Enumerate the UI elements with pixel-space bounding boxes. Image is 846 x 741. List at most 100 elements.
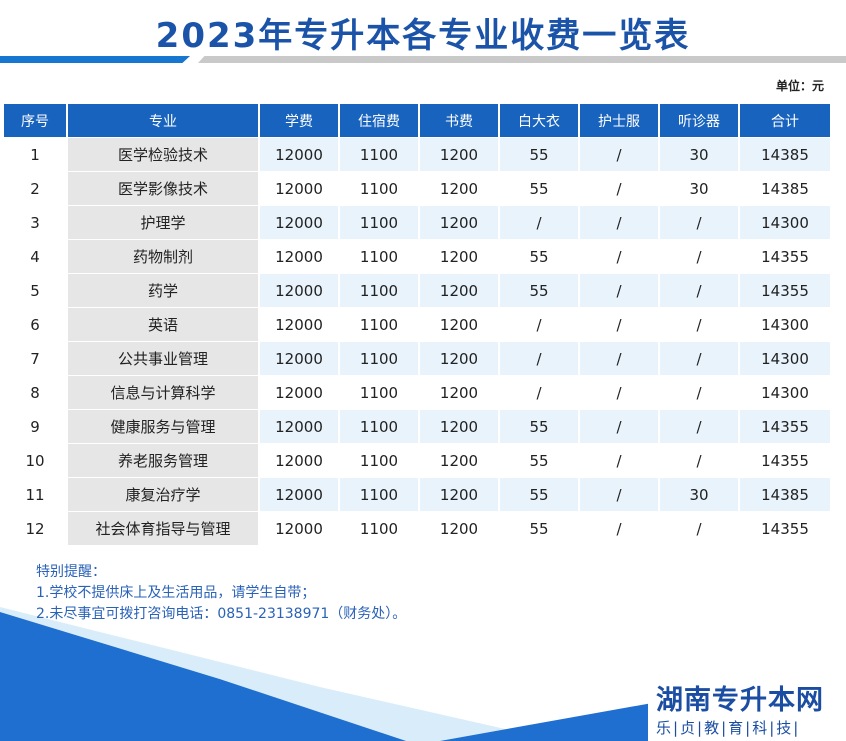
notes-heading: 特别提醒： (36, 564, 106, 580)
cell-stethoscope: / (660, 308, 738, 341)
cell-seq: 7 (4, 342, 66, 375)
cell-nurse-uniform: / (580, 308, 658, 341)
brand-logo: 湖南专升本网 乐|贞|教|育|科|技| (648, 676, 846, 741)
table-row: 6 英语 12000 1100 1200///14300 (4, 308, 830, 341)
table-row: 12 社会体育指导与管理 12000 1100 1200 55//14355 (4, 512, 830, 545)
cell-accommodation: 1100 (340, 172, 418, 205)
cell-white-coat: 55 (500, 172, 578, 205)
cell-stethoscope: / (660, 444, 738, 477)
cell-nurse-uniform: / (580, 478, 658, 511)
column-header-seq: 序号 (4, 104, 66, 137)
cell-total: 14385 (740, 172, 830, 205)
cell-seq: 5 (4, 274, 66, 307)
column-header-major: 专业 (68, 104, 258, 137)
column-header-total: 合计 (740, 104, 830, 137)
cell-books: 1200 (420, 308, 498, 341)
cell-seq: 2 (4, 172, 66, 205)
column-header-white-coat: 白大衣 (500, 104, 578, 137)
cell-seq: 9 (4, 410, 66, 443)
cell-white-coat: / (500, 342, 578, 375)
cell-stethoscope: / (660, 240, 738, 273)
cell-books: 1200 (420, 376, 498, 409)
cell-nurse-uniform: / (580, 342, 658, 375)
cell-major: 医学检验技术 (68, 138, 258, 171)
cell-stethoscope: / (660, 274, 738, 307)
cell-books: 1200 (420, 478, 498, 511)
cell-white-coat: 55 (500, 410, 578, 443)
cell-nurse-uniform: / (580, 274, 658, 307)
table-row: 2 医学影像技术 12000 1100 1200 55/30 14385 (4, 172, 830, 205)
cell-tuition: 12000 (260, 172, 338, 205)
cell-tuition: 12000 (260, 478, 338, 511)
table-row: 9 健康服务与管理 12000 1100 1200 55//14355 (4, 410, 830, 443)
table-header-row: 序号 专业 学费 住宿费 书费 白大衣 护士服 听诊器 合计 (4, 104, 830, 137)
cell-major: 护理学 (68, 206, 258, 239)
cell-nurse-uniform: / (580, 512, 658, 545)
cell-white-coat: 55 (500, 138, 578, 171)
cell-major: 药学 (68, 274, 258, 307)
cell-stethoscope: 30 (660, 138, 738, 171)
cell-white-coat: / (500, 308, 578, 341)
table-row: 4 药物制剂 12000 1100 1200 55//14355 (4, 240, 830, 273)
column-header-books: 书费 (420, 104, 498, 137)
cell-tuition: 12000 (260, 240, 338, 273)
cell-nurse-uniform: / (580, 172, 658, 205)
table-row: 3 护理学 12000 1100 1200///14300 (4, 206, 830, 239)
cell-books: 1200 (420, 172, 498, 205)
table-row: 8 信息与计算科学 12000 1100 1200///14300 (4, 376, 830, 409)
cell-major: 医学影像技术 (68, 172, 258, 205)
table-row: 11 康复治疗学 12000 1100 1200 55/30 14385 (4, 478, 830, 511)
cell-books: 1200 (420, 138, 498, 171)
cell-total: 14355 (740, 274, 830, 307)
cell-total: 14300 (740, 376, 830, 409)
cell-major: 药物制剂 (68, 240, 258, 273)
table-row: 5 药学 12000 1100 1200 55//14355 (4, 274, 830, 307)
column-header-stethoscope: 听诊器 (660, 104, 738, 137)
cell-white-coat: 55 (500, 274, 578, 307)
cell-seq: 4 (4, 240, 66, 273)
brand-tagline: 乐|贞|教|育|科|技| (656, 719, 801, 737)
cell-accommodation: 1100 (340, 512, 418, 545)
column-header-accommodation: 住宿费 (340, 104, 418, 137)
cell-books: 1200 (420, 274, 498, 307)
cell-total: 14355 (740, 444, 830, 477)
cell-nurse-uniform: / (580, 410, 658, 443)
cell-nurse-uniform: / (580, 444, 658, 477)
cell-stethoscope: / (660, 410, 738, 443)
cell-tuition: 12000 (260, 206, 338, 239)
cell-total: 14385 (740, 138, 830, 171)
cell-total: 14355 (740, 240, 830, 273)
table-row: 1 医学检验技术 12000 1100 1200 55/30 14385 (4, 138, 830, 171)
cell-accommodation: 1100 (340, 206, 418, 239)
cell-tuition: 12000 (260, 410, 338, 443)
cell-major: 公共事业管理 (68, 342, 258, 375)
cell-accommodation: 1100 (340, 342, 418, 375)
cell-tuition: 12000 (260, 308, 338, 341)
cell-accommodation: 1100 (340, 240, 418, 273)
cell-stethoscope: / (660, 512, 738, 545)
cell-nurse-uniform: / (580, 206, 658, 239)
cell-accommodation: 1100 (340, 410, 418, 443)
cell-white-coat: / (500, 206, 578, 239)
note-item-1: 1.学校不提供床上及生活用品，请学生自带； (36, 585, 316, 601)
column-header-nurse-uniform: 护士服 (580, 104, 658, 137)
cell-total: 14355 (740, 410, 830, 443)
unit-label: 单位：元 (775, 79, 824, 93)
fee-table: 序号 专业 学费 住宿费 书费 白大衣 护士服 听诊器 合计 1 医学检验技术 12000 1100 1… (2, 103, 832, 546)
cell-white-coat: 55 (500, 444, 578, 477)
cell-major: 社会体育指导与管理 (68, 512, 258, 545)
table-row: 7 公共事业管理 12000 1100 1200///14300 (4, 342, 830, 375)
cell-stethoscope: / (660, 342, 738, 375)
cell-total: 14300 (740, 206, 830, 239)
cell-total: 14355 (740, 512, 830, 545)
cell-nurse-uniform: / (580, 376, 658, 409)
table-row: 10 养老服务管理 12000 1100 1200 55//14355 (4, 444, 830, 477)
cell-books: 1200 (420, 444, 498, 477)
cell-seq: 6 (4, 308, 66, 341)
cell-seq: 8 (4, 376, 66, 409)
cell-total: 14300 (740, 308, 830, 341)
cell-nurse-uniform: / (580, 240, 658, 273)
cell-tuition: 12000 (260, 376, 338, 409)
cell-stethoscope: 30 (660, 172, 738, 205)
notes-section: 特别提醒： 1.学校不提供床上及生活用品，请学生自带； 2.未尽事宜可拨打咨询电… (36, 562, 406, 625)
